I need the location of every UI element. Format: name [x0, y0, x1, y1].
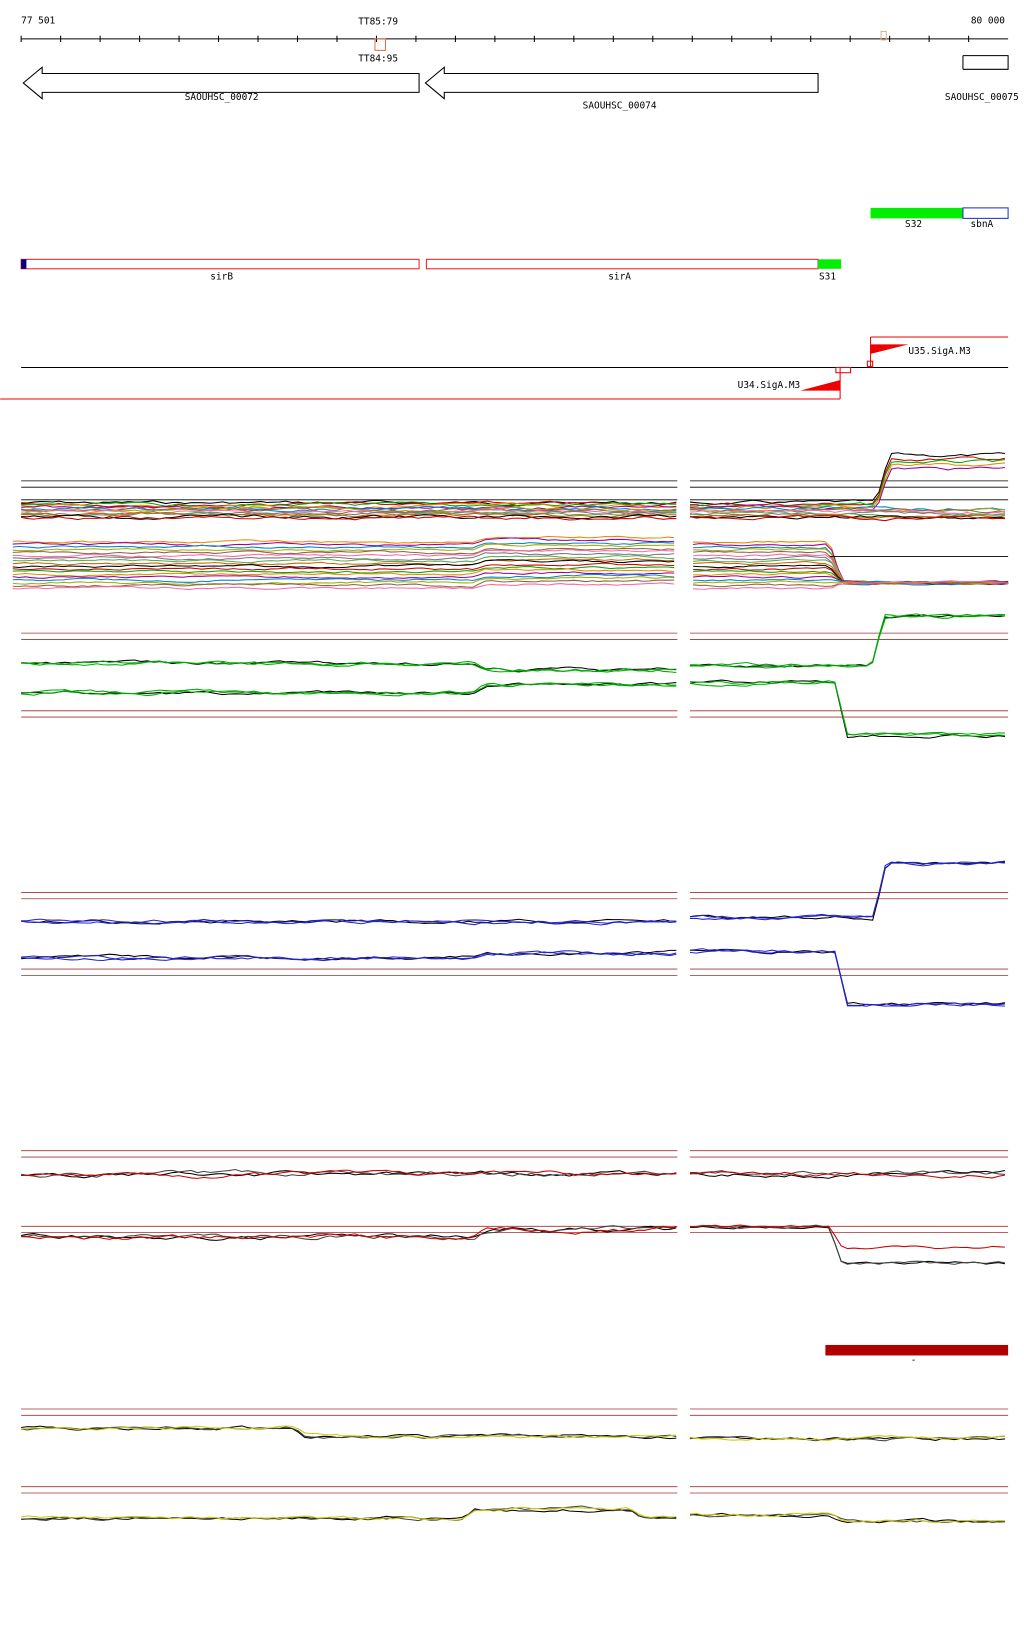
trace — [689, 462, 1005, 510]
trace — [689, 1512, 1005, 1524]
trace — [689, 456, 1006, 507]
trace — [21, 682, 677, 697]
trace — [689, 508, 1006, 515]
terminator-label: TT84:95 — [358, 53, 398, 64]
trace — [689, 1224, 1006, 1265]
terminator — [374, 38, 387, 51]
trace — [689, 1169, 1006, 1179]
trace — [689, 680, 1005, 736]
trace — [689, 614, 1006, 668]
trace — [689, 452, 1006, 505]
feature-label: sirB — [210, 272, 233, 283]
promoter-box — [835, 366, 852, 374]
promoter-flag — [870, 344, 909, 354]
trace — [689, 613, 1005, 669]
feature-bar — [20, 258, 420, 270]
ruler-ticks — [20, 35, 970, 42]
feature-label: S32 — [905, 219, 922, 230]
trace — [21, 501, 677, 509]
trace — [689, 514, 1005, 522]
trace — [12, 571, 675, 580]
trace — [12, 537, 675, 547]
trace — [21, 950, 677, 962]
trace — [693, 540, 1009, 586]
trace — [21, 660, 677, 674]
trace — [12, 582, 675, 591]
trace — [693, 555, 1009, 585]
trace — [12, 554, 675, 564]
trace — [21, 1169, 677, 1179]
trace — [21, 918, 677, 925]
trace — [689, 466, 1006, 511]
trace — [12, 562, 675, 571]
feature-bar — [870, 207, 963, 219]
promoter-label: U34.SigA.M3 — [738, 380, 801, 391]
trace — [21, 515, 677, 521]
trace — [12, 579, 675, 588]
feature-bar — [818, 259, 842, 269]
trace — [693, 580, 1009, 590]
trace — [12, 547, 675, 555]
trace — [689, 948, 1006, 1007]
trace — [12, 543, 675, 552]
promoter-box — [866, 360, 874, 367]
trace — [12, 549, 675, 558]
trace — [12, 573, 675, 583]
gene-label: SAOUHSC_00074 — [583, 101, 657, 112]
promoter-label: U35.SigA.M3 — [908, 346, 971, 357]
trace — [21, 1508, 677, 1521]
terminator — [880, 30, 887, 41]
feature-label: sbnA — [970, 219, 993, 230]
feature-bar — [425, 258, 819, 270]
feature-label: sirA — [608, 272, 631, 283]
trace — [689, 515, 1006, 520]
gene-arrow — [22, 66, 420, 100]
trace — [21, 512, 677, 519]
trace — [21, 918, 677, 925]
feature-label: S31 — [819, 272, 836, 283]
trace — [12, 541, 675, 549]
trace — [689, 948, 1005, 1007]
trace — [21, 1505, 677, 1522]
ruler-end: 80 000 — [971, 15, 1005, 26]
ruler-start: 77 501 — [21, 15, 55, 26]
trace — [12, 576, 675, 586]
trace — [12, 559, 675, 569]
trace — [21, 1506, 677, 1521]
trace — [12, 558, 675, 567]
gene-arrow — [424, 66, 819, 100]
trace — [689, 1225, 1006, 1265]
gene-label: SAOUHSC_00072 — [185, 92, 259, 103]
feature-bar — [21, 259, 27, 269]
trace — [21, 1425, 677, 1439]
trace — [21, 510, 677, 517]
trace — [689, 861, 1005, 921]
trace — [689, 613, 1005, 667]
trace — [689, 861, 1005, 921]
trace — [689, 860, 1005, 920]
trace — [689, 511, 1005, 518]
promoter-flag — [800, 380, 841, 391]
segment-label: - — [911, 1355, 917, 1366]
terminator-label: TT85:79 — [358, 17, 398, 28]
trace — [21, 507, 677, 514]
feature-bar — [962, 207, 1009, 219]
expression-traces — [12, 452, 1009, 1524]
gene-arrow — [962, 55, 1009, 70]
trace — [689, 1171, 1006, 1179]
trace — [689, 948, 1005, 1007]
trace — [689, 680, 1005, 737]
trace — [12, 552, 675, 561]
trace — [21, 1226, 677, 1241]
trace — [689, 1435, 1005, 1441]
gene-label: SAOUHSC_00075 — [945, 92, 1019, 103]
trace — [21, 950, 677, 962]
trace — [689, 1224, 1005, 1250]
trace — [12, 568, 675, 577]
segment-bar — [825, 1344, 1009, 1356]
trace — [689, 679, 1006, 739]
